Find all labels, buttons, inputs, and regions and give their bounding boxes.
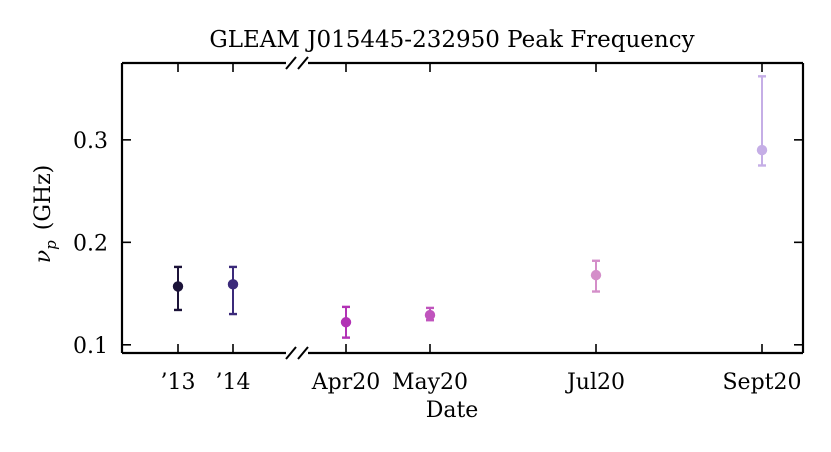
data-point (172, 281, 184, 292)
axis-break-mark-bottom-2 (297, 346, 309, 360)
x-tick-label: ’13 (161, 370, 196, 395)
y-axis-label: νp (GHz) (31, 165, 60, 264)
x-tick-label: Apr20 (311, 370, 380, 395)
data-point (424, 309, 436, 321)
x-tick-label: May20 (392, 370, 468, 395)
chart-title: GLEAM J015445-232950 Peak Frequency (209, 27, 694, 53)
x-tick-label: Sept20 (722, 370, 801, 395)
y-axis-ticks: 0.1 0.2 0.3 (73, 129, 803, 359)
axis-break-mark-bottom-1 (285, 346, 297, 360)
y-axis-label-unit: (GHz) (31, 165, 56, 231)
axis-break-mark-top-2 (297, 56, 309, 70)
data-point (756, 144, 768, 156)
data-point (590, 269, 602, 281)
data-point (340, 317, 352, 328)
x-tick-label: ’14 (216, 370, 251, 395)
axis-break-marks (285, 56, 309, 360)
plot-frame (120, 61, 805, 355)
y-tick-label: 0.2 (73, 231, 108, 256)
y-tick-label: 0.3 (73, 129, 108, 154)
y-axis-label-symbol: ν (31, 250, 56, 263)
x-axis-ticks: ’13 ’14 Apr20 May20 Jul20 Sept20 (161, 63, 802, 395)
y-axis-label-subscript: p (42, 240, 60, 250)
y-tick-label: 0.1 (73, 334, 108, 359)
data-points (172, 75, 768, 339)
x-axis-label: Date (426, 398, 479, 423)
data-point (227, 279, 239, 290)
axis-break-mark-top-1 (285, 56, 297, 70)
x-tick-label: Jul20 (565, 370, 625, 395)
